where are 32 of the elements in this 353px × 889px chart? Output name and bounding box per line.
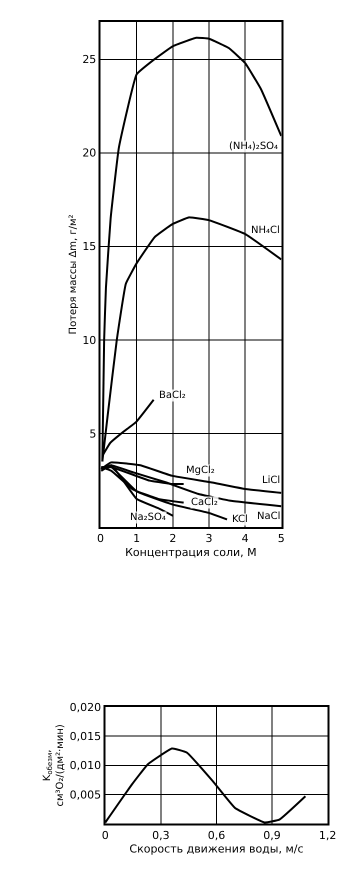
x-tick-label: 0	[102, 828, 109, 842]
x-tick-label: 3	[205, 532, 212, 546]
series-label: BaCl₂	[159, 390, 186, 401]
x-tick-label: 1,2	[318, 828, 336, 842]
y-tick-label: 15	[82, 240, 96, 254]
series-label: Na₂SO₄	[130, 512, 166, 523]
y-tick-label: 10	[82, 334, 96, 347]
x-tick-label: 0,3	[152, 828, 170, 842]
series-label: NaCl	[257, 511, 280, 522]
x-tick-label: 0,9	[263, 828, 281, 842]
series-label: KCl	[232, 514, 248, 525]
y-tick-label: 20	[82, 146, 96, 160]
x-axis-title: Скорость движения воды, м/с	[129, 842, 304, 856]
y-tick-label: 0,005	[70, 788, 102, 802]
y-tick-label: 5	[89, 427, 96, 440]
series-label: LiCl	[262, 475, 280, 486]
series-label: (NH₄)₂SO₄	[229, 141, 278, 152]
series-label: CaCl₂	[191, 497, 218, 508]
x-tick-label: 0,6	[208, 828, 226, 842]
y-tick-label: 25	[82, 53, 96, 66]
x-axis-title: Концентрация соли, М	[125, 546, 257, 559]
series-label: MgCl₂	[186, 465, 215, 476]
x-tick-label: 0	[97, 532, 104, 546]
x-tick-label: 2	[169, 532, 176, 546]
x-tick-label: 5	[278, 532, 285, 546]
y-tick-label: 0,010	[70, 759, 102, 772]
series-label: NH₄Cl	[251, 225, 280, 236]
x-tick-label: 1	[133, 532, 140, 546]
x-tick-label: 4	[242, 532, 249, 546]
y-tick-label: 0,020	[70, 700, 102, 714]
y-tick-label: 0,015	[70, 730, 102, 744]
y-axis-title: Потеря массы Δm, г/м²	[68, 214, 79, 334]
